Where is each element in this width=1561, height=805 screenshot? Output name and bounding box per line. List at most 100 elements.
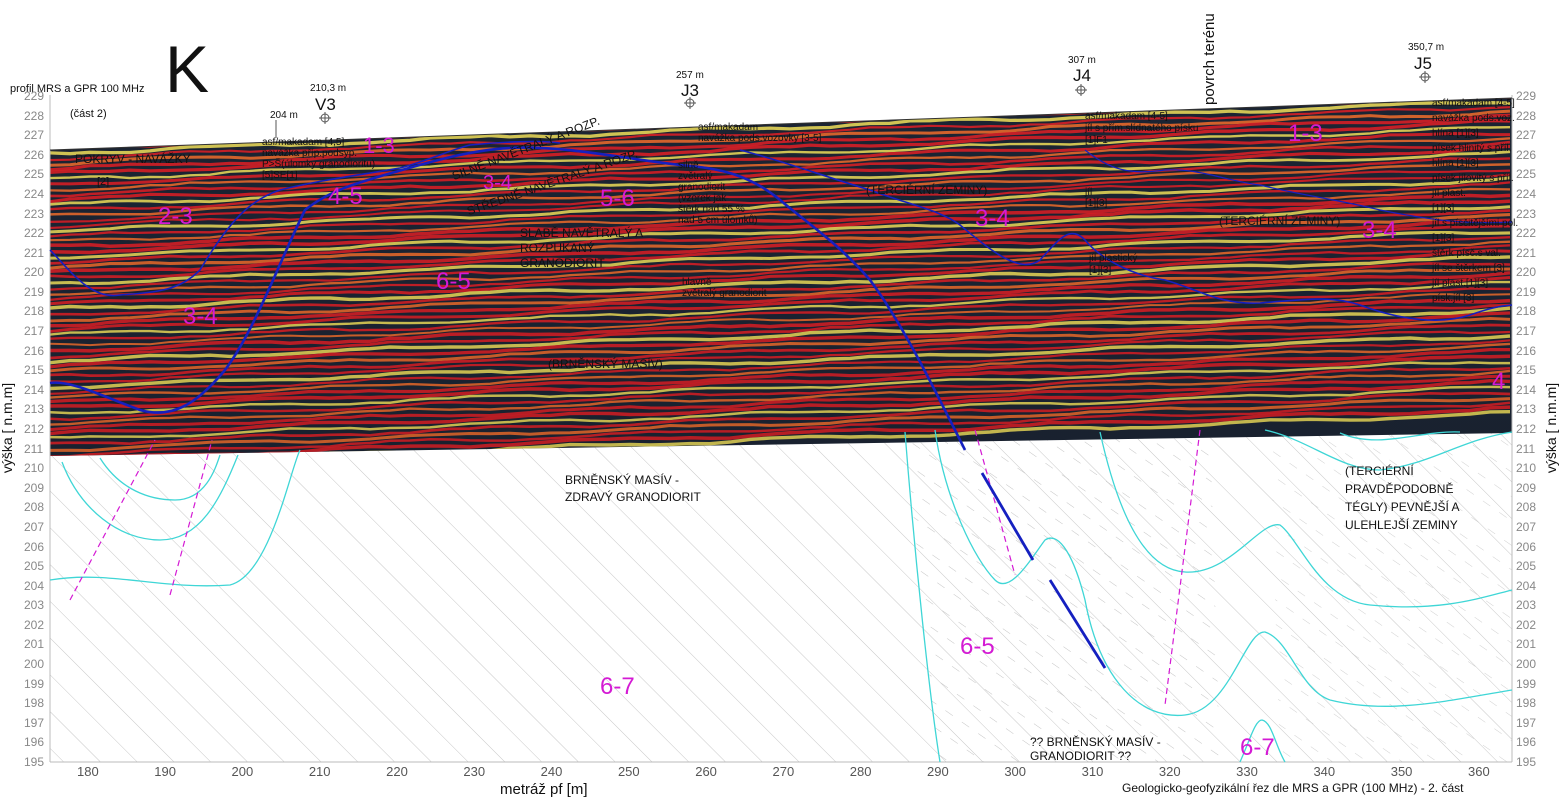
x-tick-label: 280 [849, 764, 872, 779]
borehole-j3-log-mid: silně zvětralý granodiorit (vzorek jak š… [678, 160, 757, 226]
log-line: [1][3] [1432, 233, 1455, 244]
log-line: jíl s písčitějšími pol. [1432, 218, 1519, 229]
contour-line [61, 454, 239, 541]
rock-class-label: 4 [1492, 368, 1506, 395]
x-tick-label: 240 [540, 764, 563, 779]
terrain-label: povrch terénu [1201, 13, 1218, 105]
zone-line: GRANODIORIT [520, 256, 605, 270]
y-tick-label: 219 [24, 284, 45, 299]
log-line: silně [678, 160, 699, 171]
x-tick-label: 340 [1313, 764, 1336, 779]
y-tick-label: 227 [1516, 128, 1537, 143]
rock-class-label: 6-7 [1240, 734, 1275, 761]
log-line: hlína [1][3] [1432, 128, 1479, 139]
x-tick-label: 250 [617, 764, 640, 779]
rock-class-label: 1-3 [1288, 120, 1323, 147]
y-tick-label: 217 [24, 324, 45, 339]
log-line: navážka pods.voz. [1432, 113, 1515, 124]
y-tick-label: 211 [24, 441, 44, 456]
y-tick-label: 215 [1516, 363, 1537, 378]
y-tick-label: 228 [24, 108, 45, 123]
y-tick-label: 198 [24, 696, 45, 711]
y-tick-label: 212 [1516, 422, 1537, 436]
rock-class-label: 6-5 [960, 633, 995, 660]
log-line: zvětralý [678, 171, 713, 182]
profile-title: profil MRS a GPR 100 MHz [10, 83, 145, 95]
x-tick-label: 270 [772, 764, 795, 779]
borehole-distance: 210,3 m [310, 83, 347, 94]
borehole-id: V3 [315, 95, 336, 114]
y-tick-label: 211 [1516, 441, 1536, 456]
y-tick-label: 218 [24, 304, 45, 319]
y-tick-label: 223 [24, 206, 45, 221]
log-line: nad 5 cm úlomků) [678, 215, 758, 226]
y-tick-label: 221 [24, 245, 45, 260]
y-tick-label: 199 [24, 676, 45, 691]
log-line: [1]F1 [1085, 135, 1108, 146]
y-tick-label: 224 [1516, 186, 1537, 201]
y-tick-label: 202 [24, 617, 45, 632]
zone-cover-label: POKRYV - NAVÁŽKY [75, 152, 191, 166]
borehole-j3-log-top: asf/makadam navážka pods.vozovky [3-5] [698, 122, 821, 144]
y-tick-label: 219 [1516, 284, 1537, 299]
x-tick-label: 190 [154, 764, 176, 779]
zone-line: TÉGLY) PEVNĚJŠÍ A [1345, 500, 1460, 514]
y-axis-title-right: výška [ n.m.m] [1543, 382, 1560, 474]
y-tick-label: 203 [24, 598, 45, 613]
x-tick-label: 210 [308, 764, 331, 779]
profile-part: (část 2) [70, 108, 107, 120]
fault-trace-line [1048, 579, 1107, 669]
zone-massif-uncertain: ?? BRNĚNSKÝ MASÍV - GRANODIORIT ?? [1030, 735, 1161, 763]
fault-line [1164, 429, 1201, 706]
rock-class-label: 4-5 [328, 183, 363, 210]
x-tick-label: 200 [231, 764, 254, 779]
y-tick-label: 204 [1516, 578, 1537, 593]
fault-line [69, 439, 156, 601]
x-tick-label: 310 [1081, 764, 1104, 779]
y-tick-label: 225 [24, 167, 45, 182]
borehole-distance: 307 m [1068, 55, 1096, 66]
y-tick-label: 221 [1516, 245, 1537, 260]
upper-tertiary-line [1084, 149, 1513, 224]
zone-tertiary-1: (TERCIÉRNÍ ZEMINY) [866, 183, 988, 197]
x-tick-label: 330 [1236, 764, 1258, 779]
log-line: jíl plast.[1][3] [1432, 278, 1489, 289]
contour-line [1339, 431, 1461, 441]
log-line: [1][3] [1089, 265, 1112, 276]
y-tick-label: 205 [1516, 559, 1537, 574]
gpr-radargram [50, 98, 1512, 456]
x-tick-label: 290 [927, 764, 949, 779]
contour-line [934, 429, 1513, 717]
log-line: písek jílovitý s příl. [1432, 173, 1514, 184]
zone-line: (TERCIÉRNÍ [1345, 464, 1414, 478]
y-tick-label: 205 [24, 559, 45, 574]
zone-weak-weathering: SLABĚ NAVĚTRALÝ A ROZPUKANÝ GRANODIORIT [520, 226, 643, 271]
borehole-v3-log: asf/makadam [4,5] navážka příp.podsyp. P… [262, 137, 375, 181]
y-tick-label: 207 [1516, 519, 1537, 534]
zone-line: ULEHLEJŠÍ ZEMINY [1345, 518, 1458, 532]
borehole-j4-marker [1075, 84, 1087, 96]
x-tick-label: 300 [1004, 764, 1027, 779]
zone-tertiary-2: (TERCIÉRNÍ ZEMINY) [1219, 214, 1341, 228]
zone-line: GRANODIORIT ?? [1030, 749, 1132, 763]
log-line: jíl s přím.slídnatého písku [1085, 123, 1199, 134]
y-tick-label: 213 [24, 402, 45, 417]
y-tick-label: 197 [1516, 715, 1537, 730]
y-tick-label: 201 [24, 637, 45, 652]
borehole-distance: 350,7 m [1408, 42, 1445, 53]
borehole-v3-marker [319, 112, 331, 124]
rock-class-label: 3-4 [483, 172, 512, 194]
y-tick-label: 210 [24, 461, 45, 476]
y-tick-label: 202 [1516, 617, 1537, 632]
borehole-j4-log-top: asf/makadam [4-5] jíl s přím.slídnatého … [1085, 111, 1198, 147]
marker-204-distance: 204 m [270, 110, 298, 121]
y-tick-label: 212 [24, 422, 45, 436]
y-tick-label: 226 [24, 147, 45, 162]
y-tick-label: 215 [24, 363, 45, 378]
y-tick-label: 220 [1516, 265, 1537, 280]
lower-hatch-area [50, 426, 1512, 762]
log-line: navážka pods.vozovky [3-5] [698, 133, 822, 144]
contour-line [1239, 719, 1286, 763]
y-tick-label: 196 [24, 735, 45, 750]
